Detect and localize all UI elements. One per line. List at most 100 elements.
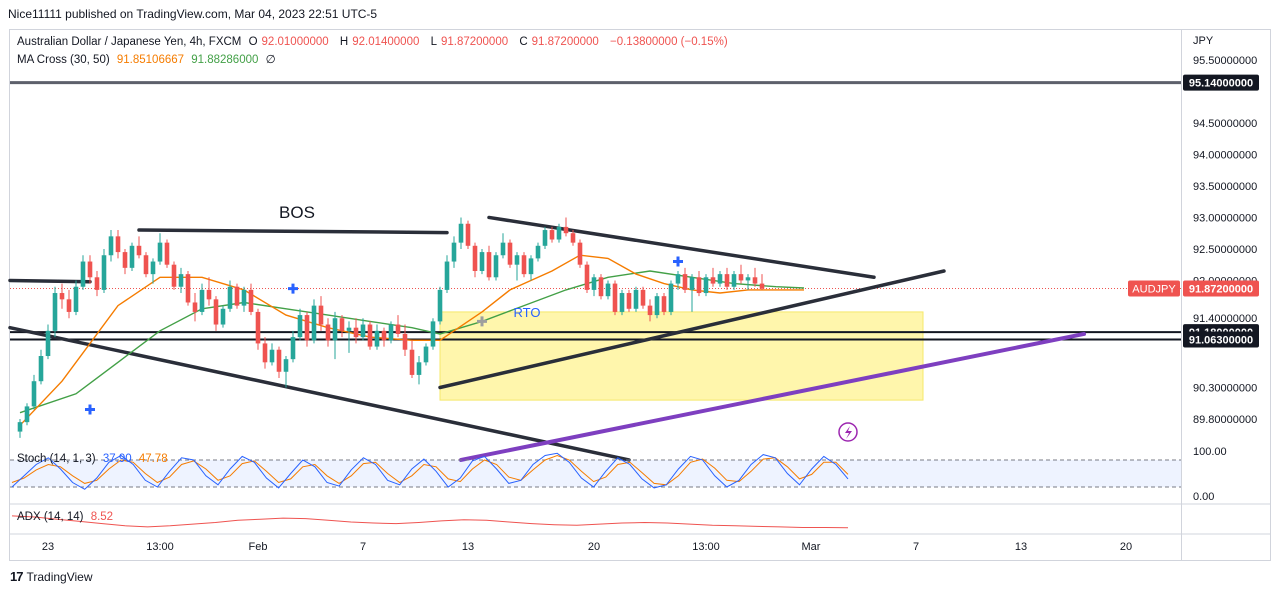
currency-label: JPY [1193, 35, 1214, 47]
candle-body [332, 318, 338, 341]
time-tick-label: 13 [1015, 541, 1027, 553]
time-tick-label: 7 [913, 541, 919, 553]
candle-body [178, 274, 184, 287]
candle-body [101, 255, 107, 290]
candle-body [171, 264, 177, 287]
candle-body [745, 277, 751, 281]
ohlc-close: C 91.87200000 [519, 36, 599, 48]
candle-body [528, 258, 534, 275]
time-tick-label: 23 [42, 541, 54, 553]
candle-body [409, 349, 415, 375]
candle-body [199, 289, 205, 312]
candle-body [654, 296, 660, 316]
chart-frame[interactable] [9, 29, 1271, 561]
candle-body [493, 255, 499, 278]
purple-rising-line [459, 331, 1086, 462]
symbol-name: Australian Dollar / Japanese Yen, 4h, FX… [17, 36, 242, 48]
stoch-legend[interactable]: Stoch (14, 1, 3) 37.90 47.78 [17, 453, 172, 465]
price-tick-label: 94.00000000 [1193, 149, 1257, 161]
candle-body [451, 242, 457, 262]
symbol-legend[interactable]: Australian Dollar / Japanese Yen, 4h, FX… [17, 36, 732, 48]
candle-body [52, 293, 58, 331]
adx-value: 8.52 [90, 511, 114, 523]
candle-body [556, 226, 562, 240]
price-tick-label: 89.80000000 [1193, 414, 1257, 426]
candle-body [605, 283, 611, 297]
candle-body [143, 255, 149, 275]
candle-body [374, 330, 380, 347]
candle-body [150, 261, 156, 275]
candle-body [157, 242, 163, 262]
candle-body [570, 233, 576, 243]
lower-falling-line [8, 325, 631, 462]
stoch-k-line [11, 452, 849, 490]
stoch-label: Stoch (14, 1, 3) [17, 453, 96, 465]
bos-label: BOS [279, 203, 315, 222]
time-tick-label: 13:00 [146, 541, 174, 553]
candle-body [689, 277, 695, 290]
time-tick-label: Mar [802, 541, 821, 553]
candle-body [612, 283, 618, 312]
candle-body [465, 223, 471, 246]
price-badge [1183, 280, 1259, 297]
ohlc-open: O 92.01000000 [248, 36, 329, 48]
candle-body [682, 274, 688, 290]
candle-body [563, 226, 569, 234]
candle-body [479, 252, 485, 271]
ma-cross-label: MA Cross (30, 50) [17, 54, 110, 66]
candle-body [318, 305, 324, 325]
symbol-badge [1128, 280, 1180, 297]
candle-body [108, 236, 114, 256]
footer[interactable]: 17 TradingView [10, 569, 93, 584]
candle-body [234, 286, 240, 306]
published-header: Nice11111 published on TradingView.com, … [8, 7, 378, 21]
candle-body [122, 252, 128, 268]
candle-body [367, 324, 373, 347]
time-tick-label: 20 [588, 541, 600, 553]
candle-body [626, 293, 632, 309]
candle-body [24, 406, 30, 423]
adx-legend[interactable]: ADX (14, 14) 8.52 [17, 511, 117, 523]
candle-body [31, 381, 37, 407]
price-tick-label: 94.50000000 [1193, 118, 1257, 130]
candle-body [423, 346, 429, 363]
ma-cross-marker [673, 256, 683, 267]
stoch-tick-label: 0.00 [1193, 491, 1214, 503]
candle-body [724, 274, 730, 287]
candle-body [129, 245, 135, 268]
falling-resistance [487, 215, 876, 280]
candle-body [283, 359, 289, 372]
candle-body [696, 277, 702, 294]
time-tick-label: 20 [1120, 541, 1132, 553]
candle-body [220, 308, 226, 325]
candle-body [80, 261, 86, 287]
stoch-d-value: 47.78 [138, 453, 168, 465]
candle-body [402, 333, 408, 350]
price-tick-label: 91.40000000 [1193, 313, 1257, 325]
ma-cross-marker [85, 404, 95, 415]
candle-body [136, 245, 142, 256]
tradingview-logo-icon: 17 [10, 569, 24, 584]
rto-label: RTO [514, 305, 541, 320]
adx-label: ADX (14, 14) [17, 511, 84, 523]
candle-body [759, 283, 765, 289]
candle-body [577, 242, 583, 265]
candle-body [584, 264, 590, 290]
adx-line [11, 515, 849, 529]
candle-body [325, 324, 331, 341]
ma-cross-legend[interactable]: MA Cross (30, 50) 91.85106667 91.8828600… [17, 52, 280, 66]
ohlc-low: L 91.87200000 [430, 36, 509, 48]
candle-body [514, 255, 520, 265]
ohlc-change: −0.13800000 (−0.15%) [610, 36, 728, 48]
candle-body [633, 289, 639, 309]
time-tick-label: 7 [360, 541, 366, 553]
candle-body [304, 315, 310, 341]
candle-body [276, 349, 282, 372]
candle-body [486, 252, 492, 278]
candle-body [59, 293, 65, 300]
candle-body [430, 321, 436, 347]
candle-body [206, 289, 212, 300]
lightning-bolt-icon [845, 426, 852, 439]
candle-body [360, 324, 366, 338]
